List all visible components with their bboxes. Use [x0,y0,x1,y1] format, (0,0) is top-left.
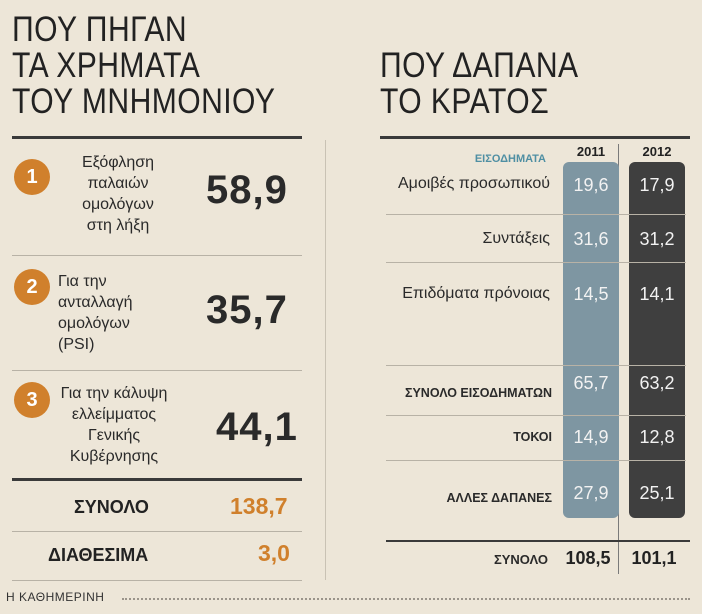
value-2011: 65,7 [573,373,609,393]
left-bottom-rule [12,580,302,581]
value-2011: 14,5 [573,284,609,304]
item-3-value: 44,1 [216,405,298,449]
left-title-line-3: ΤΟΥ ΜΝΗΜΟΝΙΟΥ [12,82,276,121]
right-title-line-2: ΤΟ ΚΡΑΤΟΣ [380,82,550,121]
row-label: ΣΥΝΟΛΟ ΕΙΣΟΔΗΜΑΤΩΝ [404,386,552,400]
item-2-value: 35,7 [206,288,288,332]
item-3-number-badge: 3 [14,382,50,418]
left-total-label: ΣΥΝΟΛΟ [74,497,149,517]
left-top-rule [12,136,302,139]
section-label-incomes: ΕΙΣΟΔΗΜΑΤΑ [474,153,546,165]
value-2012: 12,8 [639,427,675,447]
year-2011-header: 2011 [576,144,606,159]
right-total-rule [386,540,690,542]
available-value: 3,0 [258,540,290,566]
value-2011: 31,6 [573,229,609,249]
row-label: ΤΟΚΟΙ [513,430,552,444]
right-total-2012: 101,1 [631,548,677,568]
left-total-divider [12,531,302,532]
right-title-line-1: ΠΟΥ ΔΑΠΑΝΑ [380,46,579,85]
item-1-description: Εξόφληση παλαιών ομολόγων στη λήξη [81,154,155,234]
item-2-number-badge: 2 [14,269,50,305]
value-2011: 19,6 [573,175,609,195]
item-2-divider [12,370,302,371]
right-top-rule [380,136,690,139]
row-divider [386,365,686,366]
item-1-number-badge: 1 [14,159,50,195]
item-1-value: 58,9 [206,168,288,212]
row-label: Αμοιβές προσωπικού [397,175,550,192]
left-title-line-2: ΤΑ ΧΡΗΜΑΤΑ [12,46,201,85]
right-total-2011: 108,5 [565,548,611,568]
available-label: ΔΙΑΘΕΣΙΜΑ [48,545,149,565]
value-2012: 17,9 [639,175,675,195]
row-label: Συντάξεις [482,230,550,247]
source-credit: Η ΚΑΘΗΜΕΡΙΝΗ [6,590,105,604]
panel-separator [325,140,326,580]
value-2011: 14,9 [573,427,609,447]
year-2012-header: 2012 [642,144,672,159]
left-title-line-1: ΠΟΥ ΠΗΓΑΝ [12,10,188,49]
value-2012: 63,2 [639,373,675,393]
value-2012: 31,2 [639,229,675,249]
row-divider [386,415,686,416]
left-total-value: 138,7 [230,493,288,519]
value-2012: 14,1 [639,284,675,304]
value-2012: 25,1 [639,483,675,503]
row-divider [386,262,686,263]
item-3-description: Για την κάλυψη ελλείμματος Γενικής Κυβέρ… [60,385,168,465]
row-label: ΑΛΛΕΣ ΔΑΠΑΝΕΣ [446,491,552,505]
row-label: Επιδόματα πρόνοιας [402,285,550,302]
left-total-rule [12,478,302,481]
column-2011 [563,162,619,518]
footer-dotted-rule [122,598,690,600]
item-1-divider [12,255,302,256]
column-2012 [629,162,685,518]
row-divider [386,214,686,215]
item-2-description: Για την ανταλλαγή ομολόγων (PSI) [58,273,133,353]
value-2011: 27,9 [573,483,609,503]
row-divider [386,460,686,461]
right-total-label: ΣΥΝΟΛΟ [493,552,548,567]
